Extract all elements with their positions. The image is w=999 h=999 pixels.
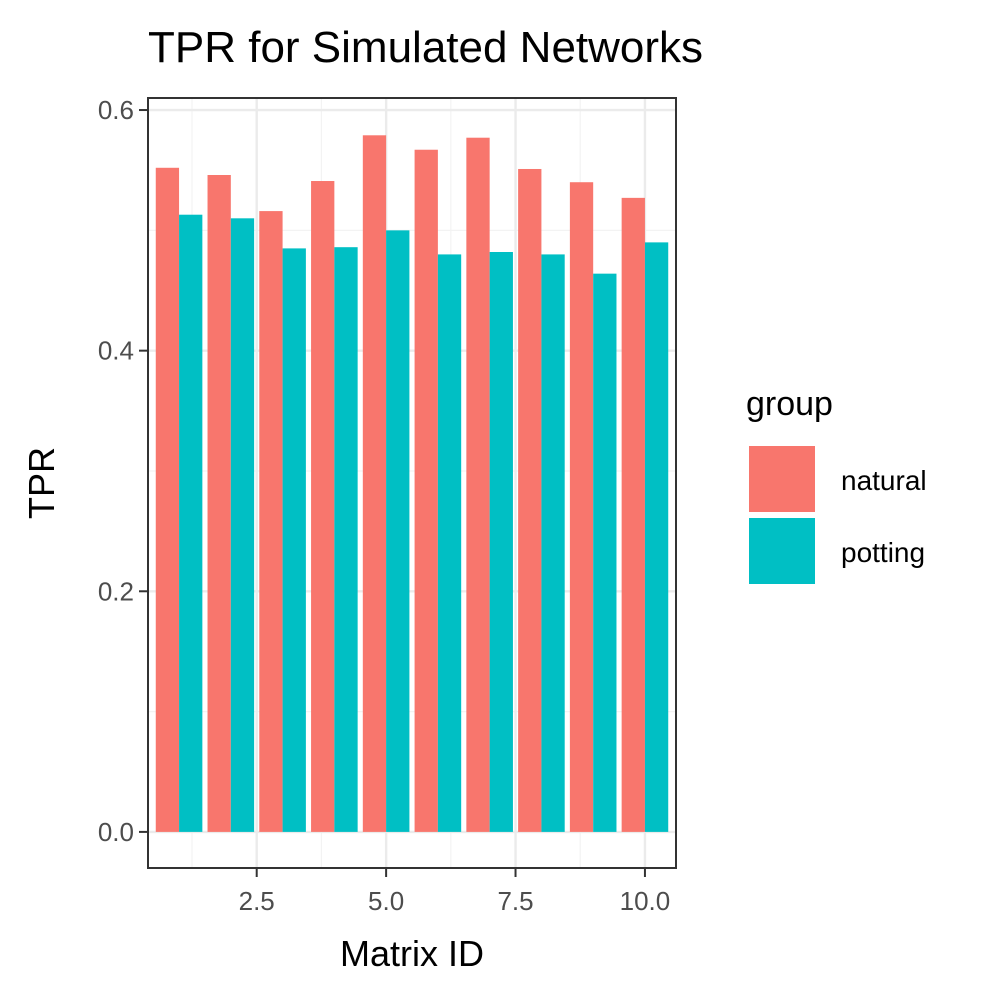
bar-potting-2	[230, 218, 255, 832]
bar-potting-10	[644, 242, 669, 832]
bar-potting-9	[593, 273, 617, 832]
x-tick-label: 5.0	[368, 886, 404, 916]
x-tick-label: 10.0	[620, 886, 671, 916]
x-axis-title: Matrix ID	[340, 933, 484, 974]
bar-potting-3	[282, 248, 306, 832]
bar-natural-2	[207, 175, 231, 832]
legend-key-natural	[749, 446, 815, 512]
bar-natural-7	[466, 137, 490, 832]
y-tick-label: 0.2	[98, 576, 134, 606]
y-axis: 0.0 0.2 0.4 0.6	[98, 95, 148, 847]
bar-natural-1	[155, 167, 180, 832]
bar-potting-8	[541, 254, 565, 832]
bar-natural-3	[259, 211, 283, 832]
chart-title: TPR for Simulated Networks	[148, 23, 703, 72]
bar-potting-7	[489, 252, 513, 832]
bar-potting-4	[334, 247, 358, 832]
bar-potting-6	[437, 254, 462, 832]
bar-natural-8	[518, 168, 542, 832]
bar-potting-5	[386, 230, 410, 832]
bar-natural-9	[569, 182, 594, 832]
panel-border	[147, 97, 677, 869]
legend-label-potting: potting	[841, 537, 925, 568]
y-axis-title: TPR	[21, 447, 62, 519]
y-tick-label: 0.4	[98, 336, 134, 366]
legend-title: group	[746, 385, 833, 423]
legend-label-natural: natural	[841, 465, 927, 496]
bar-natural-5	[362, 135, 387, 832]
y-tick-label: 0.6	[98, 95, 134, 125]
x-tick-label: 2.5	[239, 886, 275, 916]
bar-natural-10	[621, 197, 645, 832]
y-tick-label: 0.0	[98, 817, 134, 847]
bar-potting-1	[179, 214, 203, 832]
x-axis: 2.5 5.0 7.5 10.0	[239, 868, 671, 916]
legend: group natural potting	[746, 385, 927, 584]
bars	[155, 135, 669, 832]
x-tick-label: 7.5	[497, 886, 533, 916]
bar-natural-4	[311, 181, 335, 832]
legend-key-potting	[749, 518, 815, 584]
bar-natural-6	[414, 149, 438, 832]
